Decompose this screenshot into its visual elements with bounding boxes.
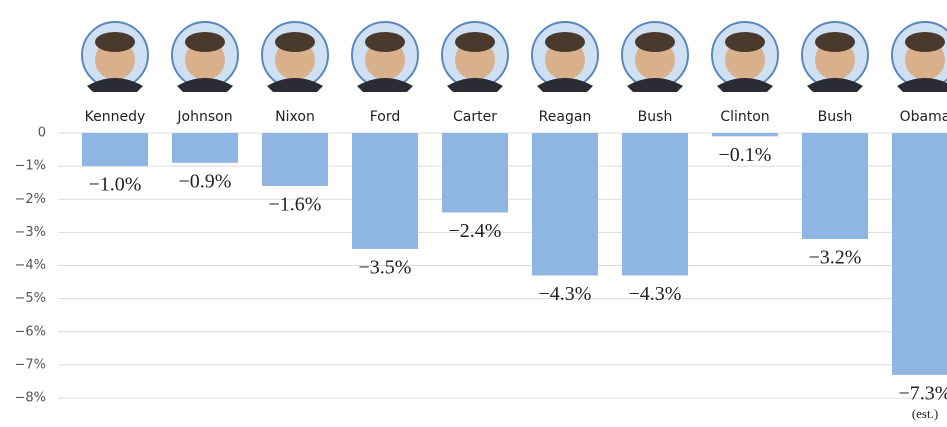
y-tick-label: −8%: [14, 391, 46, 406]
portrait-suit: [897, 78, 947, 92]
x-tick-label: Nixon: [275, 109, 315, 125]
y-tick-label: −7%: [14, 357, 46, 372]
value-label: −1.6%: [269, 194, 322, 216]
portrait-suit: [447, 78, 503, 92]
bar: [262, 133, 328, 187]
x-tick-label: Kennedy: [85, 109, 146, 125]
portrait-hair: [455, 32, 495, 52]
x-tick-label: Obama: [900, 109, 947, 125]
portrait-suit: [177, 78, 233, 92]
portrait-suit: [267, 78, 323, 92]
portrait-suit: [87, 78, 143, 92]
portrait-hair: [635, 32, 675, 52]
portrait-suit: [807, 78, 863, 92]
portrait-suit: [537, 78, 593, 92]
portrait-suit: [627, 78, 683, 92]
portrait-hair: [95, 32, 135, 52]
x-tick-label: Reagan: [539, 109, 592, 125]
portrait-suit: [357, 78, 413, 92]
x-tick-label: Bush: [818, 109, 853, 125]
portrait-hair: [185, 32, 225, 52]
value-label: −0.1%: [719, 144, 772, 166]
x-tick-label: Clinton: [720, 109, 769, 125]
y-tick-label: −2%: [14, 192, 46, 207]
portrait-hair: [905, 32, 945, 52]
x-tick-label: Carter: [453, 109, 497, 125]
bar: [82, 133, 148, 167]
value-label: −4.3%: [539, 283, 592, 305]
y-tick-label: −1%: [14, 159, 46, 174]
bar: [532, 133, 598, 276]
bar: [172, 133, 238, 163]
y-tick-label: −5%: [14, 291, 46, 306]
value-label: −4.3%: [629, 283, 682, 305]
value-label: −7.3%: [899, 382, 947, 404]
bar: [712, 133, 778, 137]
value-label: −2.4%: [449, 220, 502, 242]
value-label: −1.0%: [89, 174, 142, 196]
y-tick-label: −4%: [14, 258, 46, 273]
value-label: −3.5%: [359, 257, 412, 279]
portrait-hair: [815, 32, 855, 52]
x-tick-label: Bush: [638, 109, 673, 125]
portrait-hair: [545, 32, 585, 52]
y-tick-label: −3%: [14, 225, 46, 240]
y-tick-label: 0: [38, 126, 46, 141]
bar: [622, 133, 688, 276]
bar: [892, 133, 947, 375]
portrait-hair: [725, 32, 765, 52]
annotation: (est.): [912, 406, 938, 421]
bar: [352, 133, 418, 249]
bar: [802, 133, 868, 240]
y-tick-label: −6%: [14, 324, 46, 339]
portrait-hair: [365, 32, 405, 52]
x-tick-label: Ford: [370, 109, 401, 125]
portrait-hair: [275, 32, 315, 52]
value-label: −3.2%: [809, 247, 862, 269]
value-label: −0.9%: [179, 170, 232, 192]
bar: [442, 133, 508, 213]
x-tick-label: Johnson: [176, 109, 232, 125]
portrait-suit: [717, 78, 773, 92]
